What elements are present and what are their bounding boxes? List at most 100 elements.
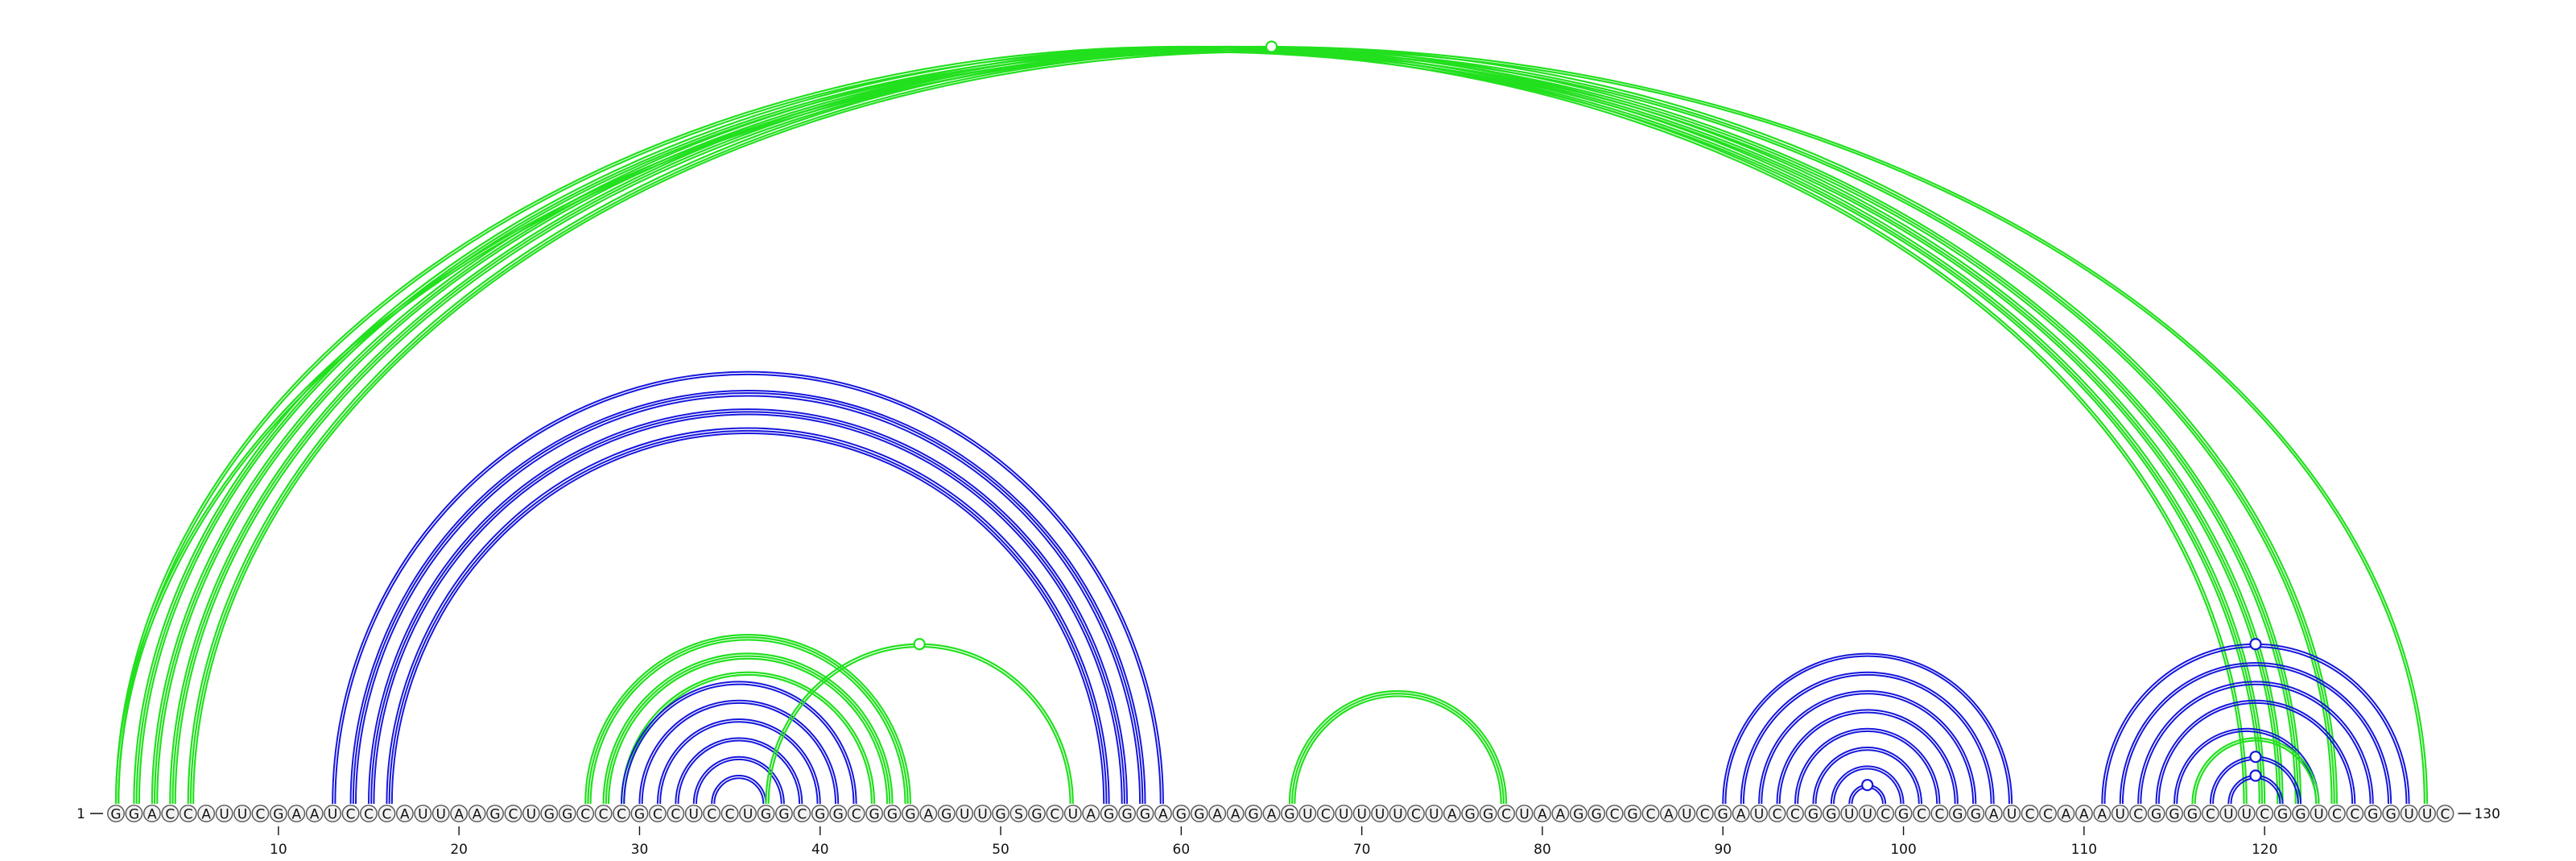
nucleotide-letter: C: [2206, 807, 2215, 823]
nucleotide: A: [1208, 805, 1227, 823]
nucleotide-letter: G: [1952, 807, 1963, 823]
nucleotide-letter: U: [2116, 807, 2125, 823]
nucleotide: A: [468, 805, 486, 823]
arc-green-28-44: [605, 655, 891, 805]
arc-blue-15-57: [368, 408, 1129, 805]
nucleotide: C: [2201, 805, 2219, 823]
nucleotide-letter: G: [562, 807, 572, 823]
nucleotide: A: [287, 805, 306, 823]
nucleotide: U: [1840, 805, 1859, 823]
nucleotide-letter: U: [1393, 807, 1402, 823]
nucleotide-letter: G: [110, 807, 121, 823]
nucleotide: C: [720, 805, 739, 823]
nucleotide-letter: U: [1302, 807, 1312, 823]
nucleotide-letter: U: [2422, 807, 2432, 823]
pair-marker-green: [913, 638, 926, 651]
nucleotide-letter: U: [1754, 807, 1764, 823]
nucleotide-letter: A: [1556, 807, 1566, 823]
nucleotide-letter: G: [1031, 807, 1042, 823]
nucleotide-letter: C: [1321, 807, 1331, 823]
nucleotide-letter: S: [1014, 807, 1023, 823]
nucleotide-letter: G: [1465, 807, 1476, 823]
position-tick: 30: [631, 826, 648, 858]
nucleotide: U: [973, 805, 992, 823]
nucleotide-letter: C: [725, 807, 735, 823]
nucleotide-letter: A: [310, 807, 320, 823]
nucleotide-letter: A: [473, 807, 482, 823]
position-tick: 120: [2252, 826, 2277, 858]
nucleotide-letter: G: [833, 807, 844, 823]
arc-green-37-54: [765, 643, 1074, 805]
arc-green-1-129: [114, 45, 2429, 805]
position-tick: 10: [270, 826, 287, 858]
nucleotide: C: [1786, 805, 1804, 823]
arc-blue-29-42: [623, 683, 855, 805]
nucleotide: G: [1136, 805, 1154, 823]
nucleotide: G: [2183, 805, 2202, 823]
nucleotide: A: [1660, 805, 1678, 823]
pair-marker-green: [1265, 40, 1278, 53]
nucleotide-letter: G: [1284, 807, 1294, 823]
nucleotide: U: [431, 805, 450, 823]
nucleotide: G: [992, 805, 1009, 823]
nucleotide-letter: U: [2007, 807, 2017, 823]
nucleotide-letter: A: [1158, 807, 1168, 823]
nucleotide-letter: G: [1808, 807, 1818, 823]
nucleotide: U: [215, 805, 233, 823]
nucleotide: A: [1534, 805, 1551, 823]
pair-marker-blue: [2249, 769, 2262, 782]
arc-blue-96-100: [1833, 768, 1902, 805]
nucleotide-letter: A: [1538, 807, 1547, 823]
nucleotide: C: [2021, 805, 2039, 823]
nucleotide: C: [378, 805, 396, 823]
arc-green-27-45: [589, 639, 906, 805]
nucleotide: A: [1984, 805, 2003, 823]
nucleotide: A: [1082, 805, 1100, 823]
arc-blue-90-106: [1722, 652, 2013, 805]
arc-green-5-124: [193, 52, 2331, 804]
tick-label: 20: [450, 842, 468, 857]
arc-green-116-123: [2191, 737, 2320, 805]
nucleotide: C: [1407, 805, 1425, 823]
nucleotide-letter: C: [599, 807, 609, 823]
arc-blue-93-103: [1778, 711, 1956, 805]
nucleotide-letter: C: [2260, 807, 2269, 823]
nucleotide: A: [2093, 805, 2112, 823]
nucleotide: C: [2436, 805, 2454, 823]
nucleotide-letter: G: [941, 807, 952, 823]
nucleotide: G: [1281, 805, 1298, 823]
nucleotide-letter: C: [382, 807, 392, 823]
arc-blue-113-126: [2137, 681, 2374, 805]
sequence-start-label: 1: [76, 806, 85, 822]
arcs-layer: [114, 45, 2429, 805]
nucleotide-letter: C: [509, 807, 518, 823]
nucleotide-letter: G: [1121, 807, 1132, 823]
nucleotide: C: [179, 805, 197, 823]
nucleotide: G: [125, 805, 143, 823]
nucleotide-letter: G: [1826, 807, 1836, 823]
nucleotide-letter: C: [2043, 807, 2053, 823]
nucleotide: U: [2003, 805, 2021, 823]
nucleotide-letter: G: [1176, 807, 1187, 823]
markers-layer: [913, 40, 2262, 792]
nucleotide-letter: A: [2079, 807, 2089, 823]
nucleotide: C: [1930, 805, 1949, 823]
nucleotide-letter: G: [815, 807, 825, 823]
nucleotide: G: [883, 805, 902, 823]
nucleotide-letter: U: [219, 807, 229, 823]
nucleotide: A: [1262, 805, 1281, 823]
nucleotide: C: [1641, 805, 1660, 823]
nucleotide: C: [1497, 805, 1516, 823]
nucleotide-letter: U: [1068, 807, 1078, 823]
arc-blue-92-104: [1761, 693, 1975, 805]
nucleotide: A: [1551, 805, 1570, 823]
nucleotide: C: [2129, 805, 2148, 823]
arc-blue-34-37: [711, 775, 767, 805]
nucleotide: G: [902, 805, 919, 823]
arc-blue-114-125: [2155, 699, 2356, 805]
arc-green-66-78: [1294, 695, 1502, 805]
arc-green-4-122: [171, 48, 2299, 805]
position-tick: 80: [1534, 826, 1551, 858]
tick-label: 50: [992, 842, 1009, 857]
